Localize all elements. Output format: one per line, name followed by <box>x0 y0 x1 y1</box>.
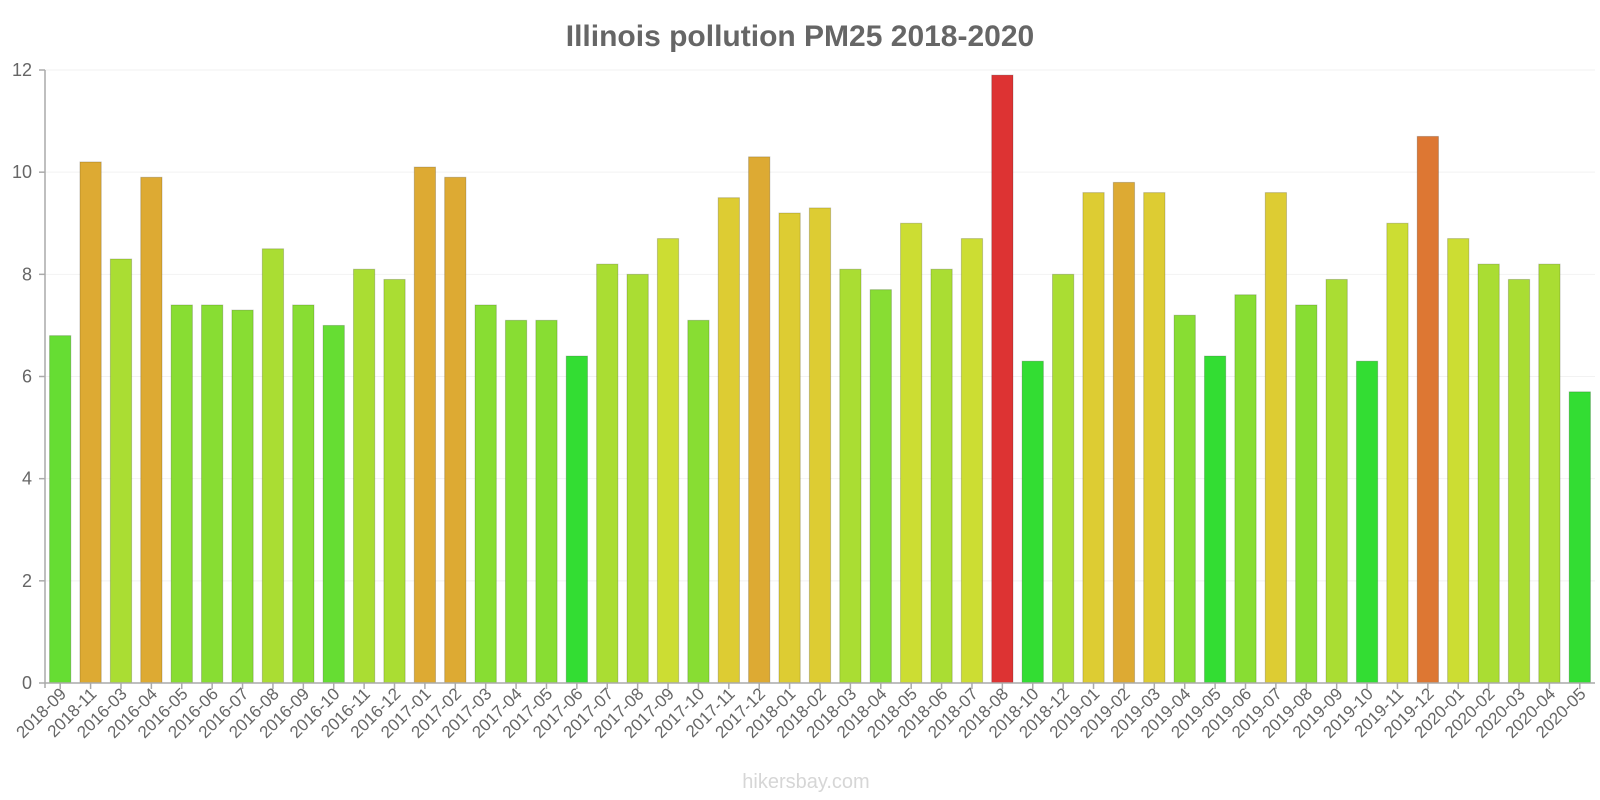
bar-2018-10[interactable] <box>1021 360 1044 684</box>
bar-2020-02[interactable] <box>1477 263 1500 684</box>
bar-2016-05[interactable] <box>170 304 193 684</box>
y-tick-label: 6 <box>22 367 32 387</box>
bar-2018-02[interactable] <box>808 207 832 684</box>
bar-2017-01[interactable] <box>413 166 437 684</box>
bar-2017-04[interactable] <box>504 319 528 684</box>
bar-2017-05[interactable] <box>535 319 558 684</box>
watermark: hikersbay.com <box>742 771 869 793</box>
bar-2018-03[interactable] <box>839 268 862 684</box>
bar-2019-11[interactable] <box>1386 222 1409 684</box>
bar-2016-12[interactable] <box>383 278 406 684</box>
bar-2017-12[interactable] <box>748 156 771 684</box>
x-axis-ticks: 2018-092018-112016-032016-042016-052016-… <box>12 683 1590 742</box>
bars <box>49 74 1591 684</box>
bar-2018-06[interactable] <box>930 268 953 684</box>
y-tick-label: 10 <box>12 162 32 182</box>
bar-2019-12[interactable] <box>1416 135 1439 684</box>
bar-2018-08[interactable] <box>991 74 1014 684</box>
bar-2019-08[interactable] <box>1295 304 1318 684</box>
y-axis-ticks: 0 2 4 6 8 10 12 <box>12 60 45 693</box>
bar-2016-07[interactable] <box>231 309 254 684</box>
bar-2019-04[interactable] <box>1173 314 1196 684</box>
bar-2018-05[interactable] <box>900 222 923 684</box>
bar-2018-12[interactable] <box>1052 273 1075 684</box>
bar-2019-05[interactable] <box>1203 355 1227 684</box>
bar-2017-11[interactable] <box>717 197 740 684</box>
bar-2019-07[interactable] <box>1264 192 1288 684</box>
bar-2018-01[interactable] <box>778 212 801 684</box>
bar-2019-09[interactable] <box>1325 278 1348 684</box>
bar-2017-07[interactable] <box>596 263 619 684</box>
bar-2017-02[interactable] <box>444 176 467 684</box>
bar-2018-04[interactable] <box>869 289 892 684</box>
bar-2020-03[interactable] <box>1507 278 1531 684</box>
y-tick-label: 8 <box>22 264 32 284</box>
bar-2019-03[interactable] <box>1143 192 1166 684</box>
bar-2019-10[interactable] <box>1355 360 1379 684</box>
bar-2019-02[interactable] <box>1112 181 1136 684</box>
bar-2019-01[interactable] <box>1082 192 1105 684</box>
bar-2016-03[interactable] <box>109 258 133 684</box>
bar-2018-11[interactable] <box>79 161 102 684</box>
bar-2017-10[interactable] <box>687 319 710 684</box>
bar-2017-06[interactable] <box>565 355 588 684</box>
bar-2016-10[interactable] <box>322 324 345 684</box>
bar-2020-04[interactable] <box>1538 263 1561 684</box>
bar-2017-03[interactable] <box>474 304 497 684</box>
bar-2019-06[interactable] <box>1234 294 1257 684</box>
bar-2016-06[interactable] <box>201 304 224 684</box>
bar-2016-08[interactable] <box>261 248 285 684</box>
bar-2016-11[interactable] <box>352 268 376 684</box>
bar-2020-01[interactable] <box>1447 238 1470 684</box>
bar-2017-09[interactable] <box>656 238 680 684</box>
y-tick-label: 4 <box>22 469 32 489</box>
bar-2017-08[interactable] <box>626 273 649 684</box>
bar-2020-05[interactable] <box>1568 391 1591 684</box>
bar-2016-04[interactable] <box>140 176 163 684</box>
bar-2018-07[interactable] <box>960 238 984 684</box>
bar-2016-09[interactable] <box>292 304 315 684</box>
y-tick-label: 0 <box>22 673 32 693</box>
y-tick-label: 12 <box>12 60 32 80</box>
chart-title: Illinois pollution PM25 2018-2020 <box>566 20 1034 53</box>
bar-2018-09[interactable] <box>49 335 72 684</box>
y-tick-label: 2 <box>22 571 32 591</box>
